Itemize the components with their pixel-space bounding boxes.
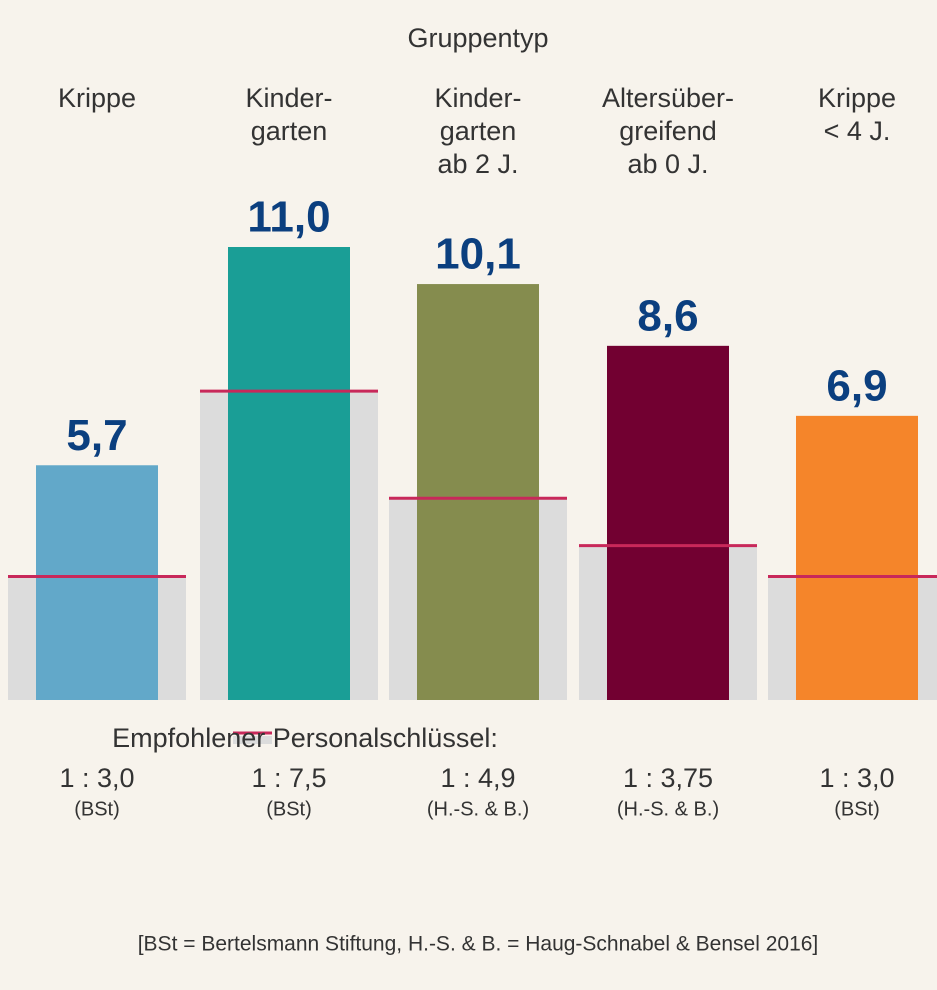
recommended-label: 1 : 4,9 xyxy=(440,763,515,793)
category-label: Krippe xyxy=(818,83,896,113)
bar xyxy=(36,465,158,700)
bar xyxy=(607,345,729,700)
legend-label: Empfohlener Personalschlüssel: xyxy=(112,723,498,753)
recommended-label: 1 : 3,0 xyxy=(819,763,894,793)
category-label: < 4 J. xyxy=(824,116,891,146)
bar xyxy=(417,284,539,700)
category-label: garten xyxy=(251,116,328,146)
value-label: 8,6 xyxy=(637,291,698,340)
chart-title: Gruppentyp xyxy=(407,23,548,53)
category-label: greifend xyxy=(619,116,717,146)
value-label: 5,7 xyxy=(66,411,127,460)
recommended-source: (BSt) xyxy=(834,798,880,820)
category-label: garten xyxy=(440,116,517,146)
recommended-source: (H.-S. & B.) xyxy=(617,798,719,820)
bar xyxy=(228,247,350,700)
recommended-source: (BSt) xyxy=(266,798,312,820)
category-label: ab 2 J. xyxy=(437,149,518,179)
recommended-label: 1 : 3,75 xyxy=(623,763,713,793)
footnote: [BSt = Bertelsmann Stiftung, H.-S. & B. … xyxy=(138,933,819,956)
recommended-source: (BSt) xyxy=(74,798,120,820)
recommended-label: 1 : 3,0 xyxy=(59,763,134,793)
category-label: Altersüber- xyxy=(602,83,734,113)
value-label: 10,1 xyxy=(435,230,521,279)
category-label: Kinder- xyxy=(245,83,332,113)
recommended-source: (H.-S. & B.) xyxy=(427,798,529,820)
category-label: Kinder- xyxy=(434,83,521,113)
recommended-label: 1 : 7,5 xyxy=(251,763,326,793)
category-label: ab 0 J. xyxy=(627,149,708,179)
category-label: Krippe xyxy=(58,83,136,113)
value-label: 11,0 xyxy=(247,193,330,242)
bar xyxy=(796,415,918,700)
value-label: 6,9 xyxy=(826,361,887,410)
